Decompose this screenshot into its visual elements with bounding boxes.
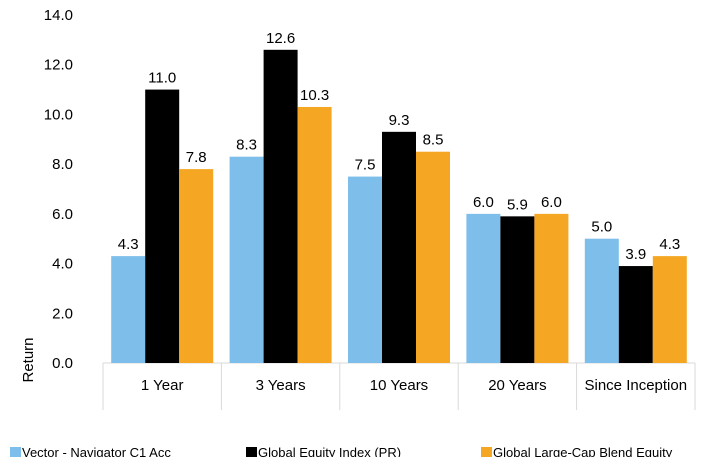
data-label: 4.3 <box>118 236 139 253</box>
bar <box>348 176 382 363</box>
data-label: 5.0 <box>591 219 612 236</box>
legend-swatch <box>246 447 257 457</box>
bar <box>466 213 501 363</box>
legend-label: Vector - Navigator C1 Acc <box>22 445 171 457</box>
category-label: 1 Year <box>141 377 184 394</box>
y-axis-title: Return <box>20 337 37 382</box>
data-label: 7.8 <box>186 149 207 166</box>
y-tick-label: 0.0 <box>52 355 73 372</box>
data-label: 7.5 <box>355 157 376 174</box>
data-label: 6.0 <box>541 194 562 211</box>
y-tick-label: 12.0 <box>44 57 73 74</box>
data-label: 4.3 <box>659 236 680 253</box>
bar <box>500 216 535 363</box>
data-label: 6.0 <box>473 194 494 211</box>
data-label: 10.3 <box>300 87 329 104</box>
bar <box>297 106 332 363</box>
bars <box>111 49 687 364</box>
bar <box>416 151 450 363</box>
data-label: 12.6 <box>266 30 295 47</box>
data-label: 5.9 <box>507 196 528 213</box>
data-labels: 4.3 11.0 7.8 8.3 12.6 10.3 7.5 9.3 8.5 6.0 5.9 6.0 5… <box>118 30 680 263</box>
y-tick-label: 4.0 <box>52 256 73 273</box>
bar <box>111 256 146 363</box>
y-tick-label: 6.0 <box>52 206 73 223</box>
bar <box>179 169 214 363</box>
legend-label: Global Large-Cap Blend Equity <box>493 445 673 457</box>
category-label: 3 Years <box>256 377 306 394</box>
y-tick-label: 2.0 <box>52 305 73 322</box>
data-label: 8.3 <box>236 137 257 154</box>
data-label: 9.3 <box>389 112 410 129</box>
bar <box>618 266 653 363</box>
category-label: 10 Years <box>370 377 428 394</box>
bar <box>584 238 619 363</box>
data-label: 11.0 <box>148 70 176 87</box>
y-tick-label: 14.0 <box>44 7 73 24</box>
legend-swatch <box>481 447 492 457</box>
legend-label: Global Equity Index (PR) <box>258 445 401 457</box>
legend-swatch <box>10 447 21 457</box>
x-axis: 1 Year 3 Years 10 Years 20 Years Since Incep… <box>141 377 687 394</box>
bar <box>652 256 687 363</box>
bar <box>263 49 298 364</box>
category-label: Since Inception <box>585 377 688 394</box>
y-tick-label: 10.0 <box>44 106 73 123</box>
data-label: 8.5 <box>423 132 444 149</box>
category-label: 20 Years <box>488 377 546 394</box>
bar <box>382 131 416 363</box>
y-axis: 0.0 2.0 4.0 6.0 8.0 10.0 12.0 14.0 <box>44 7 73 372</box>
bar <box>534 213 569 363</box>
bar <box>145 89 180 364</box>
data-label: 3.9 <box>625 246 646 263</box>
legend: Vector - Navigator C1 Acc Global Equity I… <box>10 445 673 457</box>
y-tick-label: 8.0 <box>52 156 73 173</box>
bar <box>229 156 264 363</box>
